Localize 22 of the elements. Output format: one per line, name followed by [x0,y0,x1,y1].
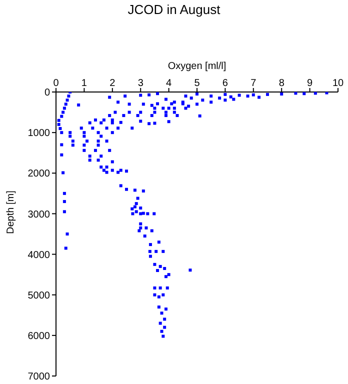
y-axis-title: Depth [m] [6,190,17,234]
x-tick-label: 9 [307,78,314,89]
y-tick-label: 0 [44,88,50,99]
x-tick-label: 7 [250,78,257,89]
x-tick-label: 4 [166,78,172,89]
y-tick-label: 3000 [28,209,50,220]
y-tick-label: 4000 [28,250,50,261]
y-tick-label: 5000 [28,290,50,302]
x-axis-title: Oxygen [ml/l] [168,61,226,72]
x-tick-label: 0 [53,78,60,89]
y-tick-label: 7000 [28,372,50,383]
y-tick-label: 1000 [28,128,50,140]
x-tick-label: 1 [81,78,88,89]
x-tick-label: 10 [332,78,344,89]
x-tick-label: 2 [110,78,116,89]
x-tick-label: 3 [138,78,144,89]
y-tick-label: 6000 [28,330,50,342]
x-tick-label: 6 [222,78,228,89]
chart-title: JCOD in August [126,2,222,17]
x-tick-label: 8 [278,78,285,89]
y-tick-label: 2000 [28,168,50,180]
x-tick-label: 5 [194,78,200,89]
